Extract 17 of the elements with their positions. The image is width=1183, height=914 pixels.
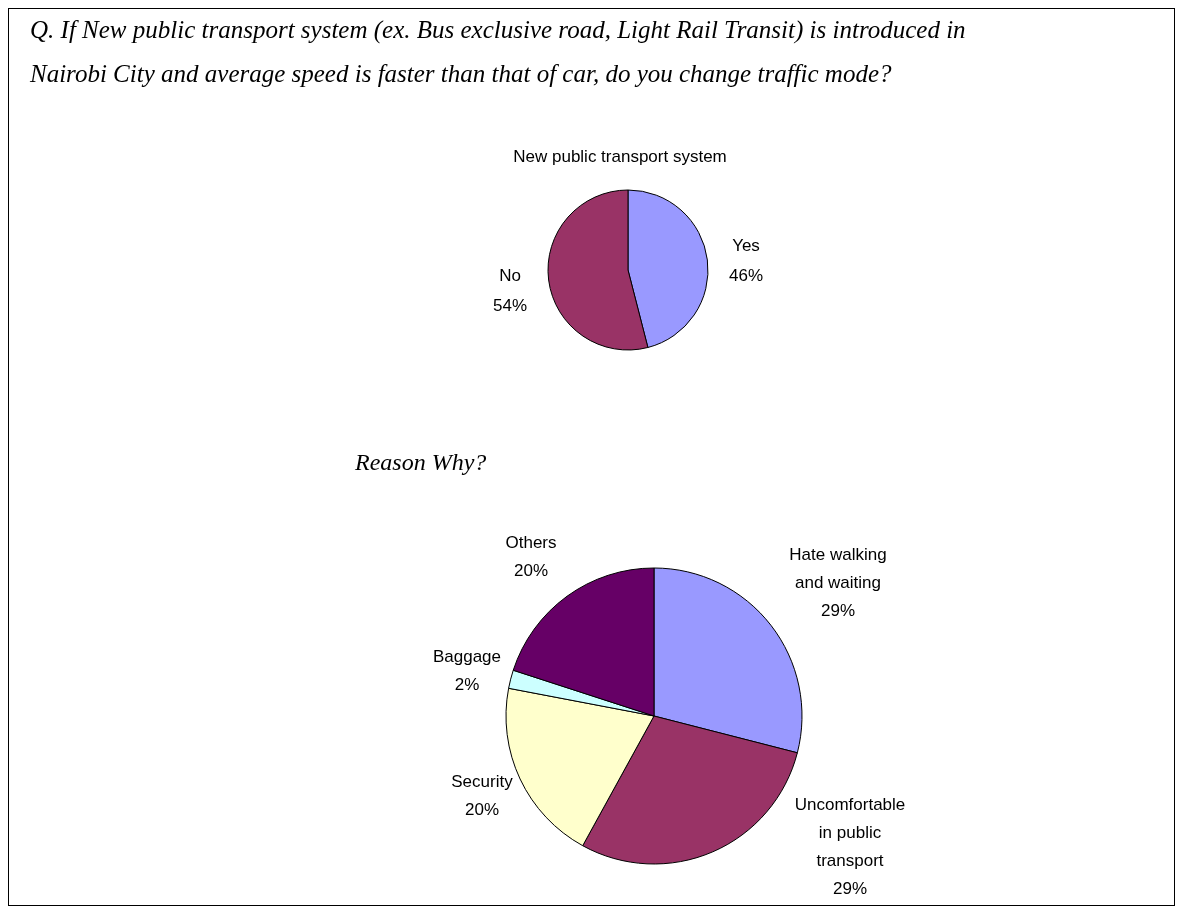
slice-label: Security xyxy=(451,772,514,791)
slice-label: Hate walking and waiting xyxy=(789,545,887,592)
chart-title: Reason Why? xyxy=(354,449,487,475)
data-label: 29% xyxy=(820,601,856,620)
slice-label: Others xyxy=(505,533,557,552)
data-label: 20% xyxy=(513,561,549,580)
data-label: 2% xyxy=(454,675,480,694)
chart-title: New public transport system xyxy=(513,147,727,166)
text: Q. If New public transport system (ex. Bus exclusive road, Light Rail Transit) is introduced in Nairobi City and average speed is faster than that of car, do you change traffic mode? xyxy=(29,16,966,87)
data-label: 46% xyxy=(728,266,764,285)
slice-label: Uncomfortable in public transport xyxy=(794,795,906,870)
data-label: 29% xyxy=(832,879,868,898)
slice-label: Baggage xyxy=(432,647,502,666)
data-label: 20% xyxy=(464,800,500,819)
slice-label: Yes xyxy=(732,236,760,255)
data-label: 54% xyxy=(492,296,528,315)
slice-label: No xyxy=(499,266,521,285)
